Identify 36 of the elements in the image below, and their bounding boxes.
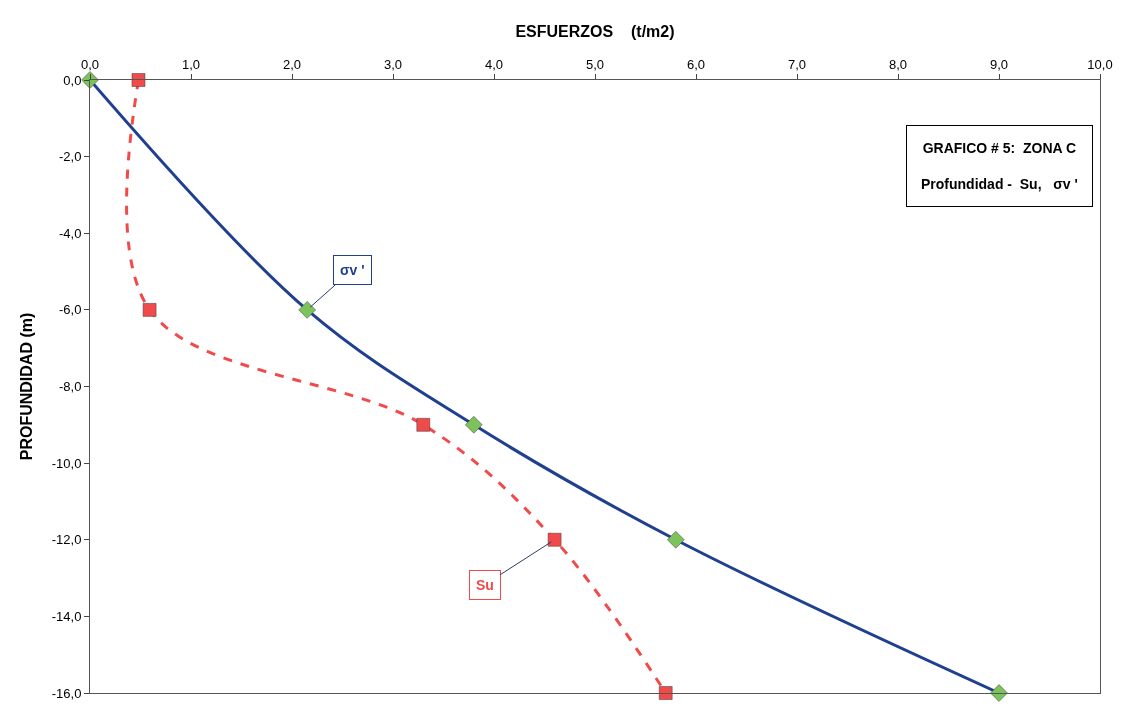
x-tick-label: 0,0 [80,56,100,72]
x-tick-label: 3,0 [383,56,403,72]
x-tick-label: 8,0 [888,56,908,72]
y-axis-title: PROFUNDIDAD (m) [17,312,35,461]
text: Profundidad - Su, σv ' [921,176,1078,193]
x-tick-label: 4,0 [484,56,504,72]
y-tick-label: -16,0 [51,685,82,701]
y-tick-label: -2,0 [58,149,82,165]
point [547,533,562,547]
point [416,418,431,432]
x-tick-label: 7,0 [787,56,807,72]
point [667,531,685,549]
text: Su [476,577,494,593]
point [131,73,146,87]
x-tick-label: 9,0 [989,56,1009,72]
text: σv ' [340,262,365,278]
y-tick-label: 0,0 [63,72,82,88]
y-tick-label: -14,0 [51,608,82,624]
y-tick-label: -8,0 [58,379,82,395]
point [465,416,483,434]
x-tick-label: 5,0 [585,56,605,72]
point [81,71,99,89]
point [298,301,316,319]
y-tick-label: -4,0 [58,225,82,241]
point [990,684,1008,702]
text: GRAFICO # 5: ZONA C [922,140,1077,156]
x-tick-label: 1,0 [181,56,201,72]
y-tick-label: -12,0 [51,532,82,548]
x-tick-label: 2,0 [282,56,302,72]
x-axis-title: ESFUERZOS (t/m2) [515,22,675,40]
x-tick-label: 6,0 [686,56,706,72]
point [142,303,157,317]
y-tick-label: -6,0 [58,302,82,318]
point [658,686,673,700]
x-tick-label: 10,0 [1087,56,1113,72]
y-tick-label: -10,0 [51,455,82,471]
